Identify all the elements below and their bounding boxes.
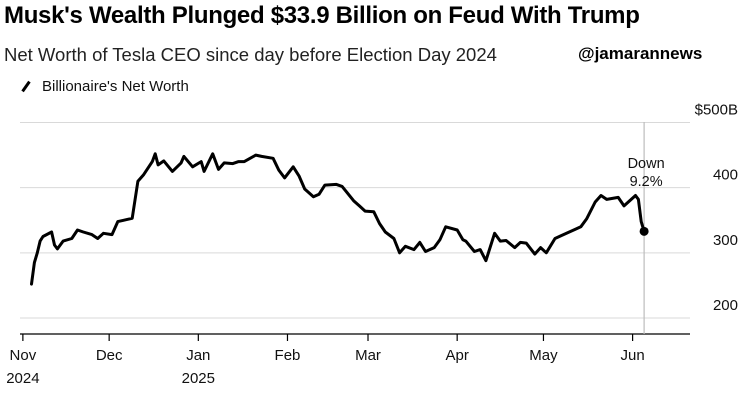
x-tick-label: May — [529, 347, 558, 364]
x-tick-year-label: 2024 — [6, 370, 39, 387]
x-tick-label: Feb — [275, 347, 301, 364]
latest-point — [639, 226, 649, 236]
x-tick-label: Dec — [96, 347, 123, 364]
y-tick-label: 200 — [713, 297, 738, 314]
x-tick-label: Nov — [10, 347, 37, 364]
x-tick-label: Jan — [186, 347, 210, 364]
x-axis-labels: Nov 2024 Dec Jan 2025 Feb Mar Apr May Jun — [6, 334, 645, 387]
series-line-net-worth — [30, 152, 646, 286]
y-tick-label: 300 — [713, 232, 738, 249]
legend-label: Billionaire's Net Worth — [42, 78, 189, 95]
series-lines — [30, 152, 646, 286]
chart-subtitle: Net Worth of Tesla CEO since day before … — [4, 44, 497, 65]
annotations: Down 9.2% — [628, 156, 665, 236]
legend: Billionaire's Net Worth — [20, 78, 189, 95]
x-tick-label: Mar — [355, 347, 381, 364]
watermark: @jamarannews — [578, 44, 703, 63]
annotation-text: 9.2% — [630, 174, 663, 190]
x-tick-year-label: 2025 — [182, 370, 215, 387]
annotation-text: Down — [628, 156, 665, 172]
chart-title: Musk's Wealth Plunged $33.9 Billion on F… — [4, 2, 640, 29]
y-tick-label: 400 — [713, 167, 738, 184]
x-tick-label: Apr — [445, 347, 468, 364]
gridlines — [20, 122, 690, 319]
x-tick-label: Jun — [621, 347, 645, 364]
y-tick-label: $500B — [695, 102, 738, 119]
y-axis: $500B 400 300 200 — [695, 102, 738, 315]
